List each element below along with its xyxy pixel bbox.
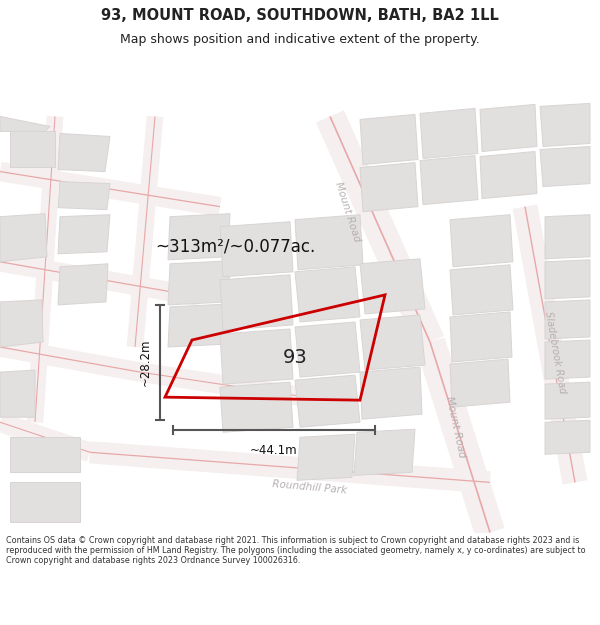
Polygon shape bbox=[540, 103, 590, 146]
Polygon shape bbox=[0, 300, 43, 347]
Polygon shape bbox=[545, 340, 590, 379]
Text: 93: 93 bbox=[283, 348, 307, 366]
Polygon shape bbox=[450, 359, 510, 407]
Polygon shape bbox=[540, 146, 590, 187]
Polygon shape bbox=[420, 108, 478, 159]
Polygon shape bbox=[360, 259, 425, 314]
Text: 93, MOUNT ROAD, SOUTHDOWN, BATH, BA2 1LL: 93, MOUNT ROAD, SOUTHDOWN, BATH, BA2 1LL bbox=[101, 8, 499, 23]
Text: ~44.1m: ~44.1m bbox=[250, 444, 298, 458]
Text: ~28.2m: ~28.2m bbox=[139, 339, 152, 386]
Text: Sladebrook Road: Sladebrook Road bbox=[543, 310, 567, 394]
Polygon shape bbox=[545, 300, 590, 339]
Polygon shape bbox=[545, 214, 590, 259]
Polygon shape bbox=[545, 382, 590, 419]
Polygon shape bbox=[58, 214, 110, 254]
Text: ~313m²/~0.077ac.: ~313m²/~0.077ac. bbox=[155, 238, 315, 256]
Polygon shape bbox=[420, 156, 478, 204]
Polygon shape bbox=[10, 438, 80, 472]
Text: Mount Road: Mount Road bbox=[443, 396, 466, 459]
Polygon shape bbox=[360, 114, 418, 164]
Polygon shape bbox=[168, 304, 230, 347]
Polygon shape bbox=[220, 329, 293, 384]
Polygon shape bbox=[10, 482, 80, 522]
Polygon shape bbox=[295, 375, 360, 428]
Polygon shape bbox=[354, 429, 415, 476]
Polygon shape bbox=[295, 322, 360, 377]
Polygon shape bbox=[0, 370, 35, 418]
Polygon shape bbox=[480, 151, 537, 199]
Polygon shape bbox=[10, 131, 55, 166]
Polygon shape bbox=[220, 275, 293, 330]
Polygon shape bbox=[360, 315, 425, 370]
Text: Map shows position and indicative extent of the property.: Map shows position and indicative extent… bbox=[120, 34, 480, 46]
Polygon shape bbox=[295, 267, 360, 322]
Polygon shape bbox=[295, 214, 363, 270]
Polygon shape bbox=[0, 116, 50, 131]
Polygon shape bbox=[220, 222, 293, 277]
Polygon shape bbox=[168, 261, 230, 305]
Polygon shape bbox=[450, 312, 512, 362]
Polygon shape bbox=[297, 434, 355, 481]
Polygon shape bbox=[168, 214, 230, 260]
Polygon shape bbox=[450, 214, 513, 267]
Polygon shape bbox=[545, 420, 590, 454]
Text: Contains OS data © Crown copyright and database right 2021. This information is : Contains OS data © Crown copyright and d… bbox=[6, 536, 586, 566]
Polygon shape bbox=[58, 264, 108, 305]
Polygon shape bbox=[58, 134, 110, 171]
Polygon shape bbox=[545, 260, 590, 299]
Polygon shape bbox=[58, 182, 110, 209]
Polygon shape bbox=[480, 104, 537, 151]
Polygon shape bbox=[0, 214, 47, 262]
Polygon shape bbox=[220, 382, 293, 432]
Text: Roundhill Park: Roundhill Park bbox=[272, 479, 348, 496]
Text: Mount Road: Mount Road bbox=[334, 181, 362, 243]
Polygon shape bbox=[360, 162, 418, 212]
Polygon shape bbox=[360, 367, 422, 419]
Polygon shape bbox=[450, 265, 513, 315]
